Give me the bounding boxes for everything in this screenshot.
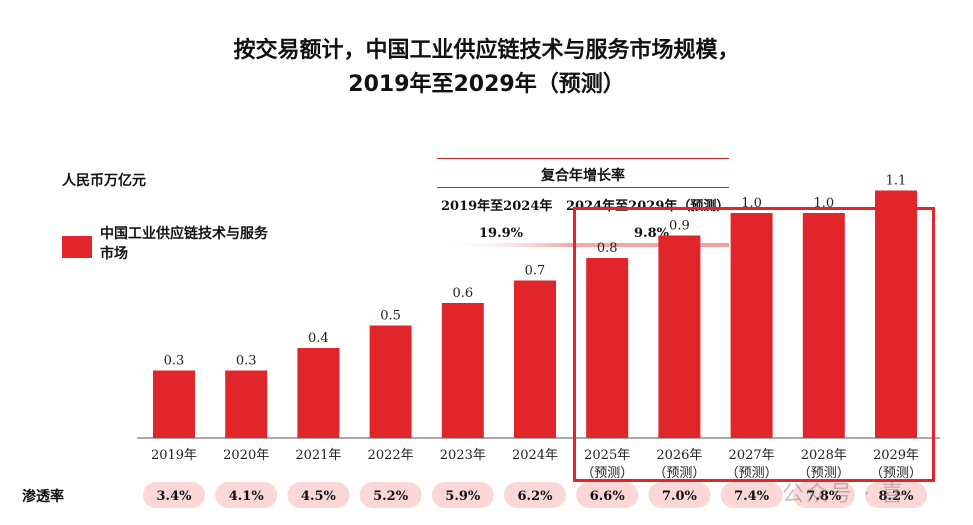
x-tick-label: 2019年 bbox=[151, 448, 197, 463]
bar bbox=[441, 303, 484, 438]
penetration-value: 6.6% bbox=[590, 489, 626, 504]
legend-swatch bbox=[62, 236, 92, 258]
x-tick-label: 2026年 bbox=[656, 448, 702, 463]
bar bbox=[875, 190, 917, 438]
x-tick-note: （预测） bbox=[653, 466, 705, 481]
penetration-value: 8.2% bbox=[879, 489, 915, 504]
x-tick-label: 2021年 bbox=[295, 448, 341, 463]
data-label: 0.5 bbox=[380, 309, 401, 324]
x-tick-note: （预测） bbox=[581, 466, 633, 481]
x-tick-label: 2022年 bbox=[368, 448, 414, 463]
data-label: 0.7 bbox=[525, 264, 546, 279]
data-label: 0.4 bbox=[308, 331, 329, 346]
penetration-value: 4.5% bbox=[301, 489, 337, 504]
penetration-label: 渗透率 bbox=[22, 489, 64, 505]
penetration-value: 5.9% bbox=[445, 489, 481, 504]
penetration-pill bbox=[865, 482, 927, 508]
cagr-period-2: 2024年至2029年（预测） bbox=[566, 199, 730, 214]
penetration-pill bbox=[431, 482, 494, 508]
x-tick-label: 2029年 bbox=[873, 448, 919, 463]
bar bbox=[225, 370, 268, 438]
x-tick-label: 2023年 bbox=[440, 448, 486, 463]
forecast-highlight-box bbox=[573, 207, 935, 482]
penetration-value: 3.4% bbox=[157, 489, 193, 504]
data-label: 0.3 bbox=[236, 354, 257, 369]
data-label: 0.9 bbox=[669, 219, 690, 234]
bar bbox=[658, 235, 701, 438]
watermark: 公众号 · 喜 bbox=[782, 482, 905, 507]
data-label: 0.3 bbox=[164, 354, 185, 369]
penetration-value: 7.0% bbox=[662, 489, 698, 504]
cagr-period-1: 2019年至2024年 bbox=[441, 199, 553, 214]
penetration-value: 7.8% bbox=[806, 489, 842, 504]
cagr-shade-bar bbox=[437, 243, 729, 247]
x-tick-note: （预测） bbox=[870, 466, 922, 481]
bar bbox=[586, 258, 629, 438]
penetration-pill bbox=[792, 482, 855, 508]
x-tick-label: 2020年 bbox=[223, 448, 269, 463]
x-tick-label: 2024年 bbox=[512, 448, 558, 463]
penetration-value: 7.4% bbox=[734, 489, 770, 504]
penetration-pill bbox=[215, 482, 278, 508]
x-tick-label: 2027年 bbox=[729, 448, 775, 463]
legend-label: 中国工业供应链技术与服务市场 bbox=[100, 226, 268, 262]
bar bbox=[730, 213, 773, 438]
data-label: 0.6 bbox=[452, 286, 473, 301]
penetration-pill bbox=[576, 482, 639, 508]
bar bbox=[802, 213, 845, 438]
penetration-value: 4.1% bbox=[229, 489, 265, 504]
penetration-pill bbox=[648, 482, 711, 508]
penetration-pill bbox=[287, 482, 350, 508]
penetration-pill bbox=[504, 482, 566, 508]
cagr-mid-line bbox=[437, 187, 729, 188]
bar bbox=[153, 370, 195, 438]
chart-title-line1: 按交易额计，中国工业供应链技术与服务市场规模， bbox=[233, 38, 740, 63]
x-tick-note: （预测） bbox=[798, 466, 850, 481]
penetration-value: 6.2% bbox=[518, 489, 554, 504]
bar bbox=[514, 280, 556, 438]
penetration-pill bbox=[143, 482, 205, 508]
x-tick-note: （预测） bbox=[726, 466, 778, 481]
x-tick-label: 2025年 bbox=[584, 448, 630, 463]
penetration-pill bbox=[359, 482, 422, 508]
cagr-title: 复合年增长率 bbox=[541, 168, 625, 184]
bar bbox=[369, 325, 412, 438]
x-tick-label: 2028年 bbox=[801, 448, 847, 463]
data-label: 1.1 bbox=[886, 174, 907, 189]
cagr-value-1: 19.9% bbox=[479, 226, 524, 241]
penetration-value: 5.2% bbox=[373, 489, 409, 504]
penetration-pill bbox=[720, 482, 783, 508]
data-label: 0.8 bbox=[597, 241, 618, 256]
cagr-top-line bbox=[437, 158, 729, 159]
bar bbox=[297, 348, 340, 438]
y-axis-unit-label: 人民币万亿元 bbox=[62, 173, 146, 189]
chart-title-line2: 2019年至2029年（预测） bbox=[348, 72, 625, 97]
